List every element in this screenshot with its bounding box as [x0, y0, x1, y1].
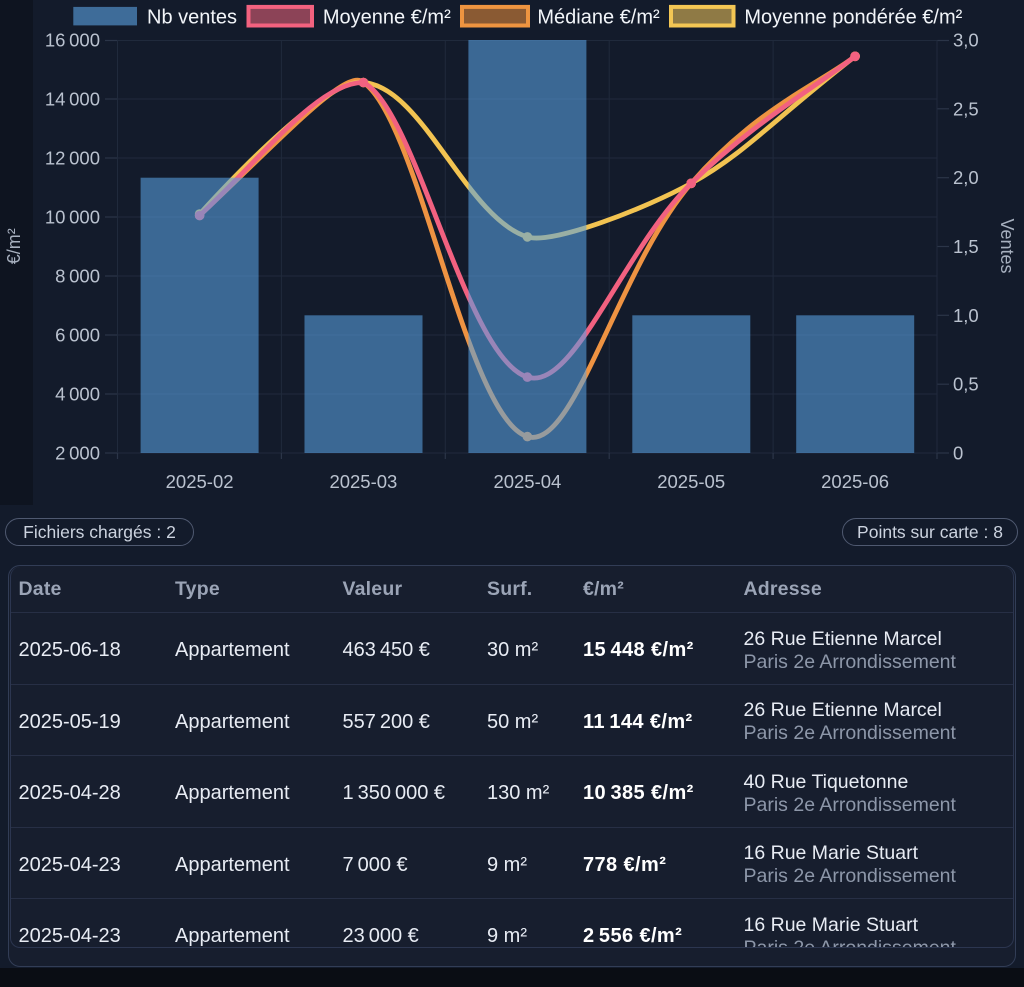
svg-text:0,5: 0,5	[953, 374, 979, 395]
svg-text:4 000: 4 000	[55, 384, 100, 405]
svg-text:2025-05: 2025-05	[657, 471, 725, 492]
svg-text:2025-04: 2025-04	[493, 471, 561, 492]
svg-text:16 000: 16 000	[45, 30, 100, 51]
svg-text:2025-02: 2025-02	[166, 471, 234, 492]
svg-text:3,0: 3,0	[953, 30, 979, 51]
svg-text:12 000: 12 000	[45, 148, 100, 169]
svg-text:2 000: 2 000	[55, 443, 100, 464]
svg-text:0: 0	[953, 443, 963, 464]
svg-text:2025-03: 2025-03	[329, 471, 397, 492]
svg-text:Nb ventes: Nb ventes	[147, 7, 237, 29]
svg-text:14 000: 14 000	[45, 89, 100, 110]
svg-text:8 000: 8 000	[55, 266, 100, 287]
svg-text:1,0: 1,0	[953, 305, 979, 326]
svg-text:Médiane €/m²: Médiane €/m²	[537, 7, 660, 29]
svg-text:2,5: 2,5	[953, 98, 979, 119]
svg-text:6 000: 6 000	[55, 325, 100, 346]
svg-text:Ventes: Ventes	[997, 218, 1017, 273]
svg-text:2,0: 2,0	[953, 167, 979, 188]
svg-text:€/m²: €/m²	[4, 228, 24, 264]
svg-text:1,5: 1,5	[953, 236, 979, 257]
svg-text:Moyenne pondérée €/m²: Moyenne pondérée €/m²	[744, 7, 962, 29]
svg-text:Moyenne €/m²: Moyenne €/m²	[323, 7, 451, 29]
svg-text:2025-06: 2025-06	[821, 471, 889, 492]
svg-text:10 000: 10 000	[45, 207, 100, 228]
